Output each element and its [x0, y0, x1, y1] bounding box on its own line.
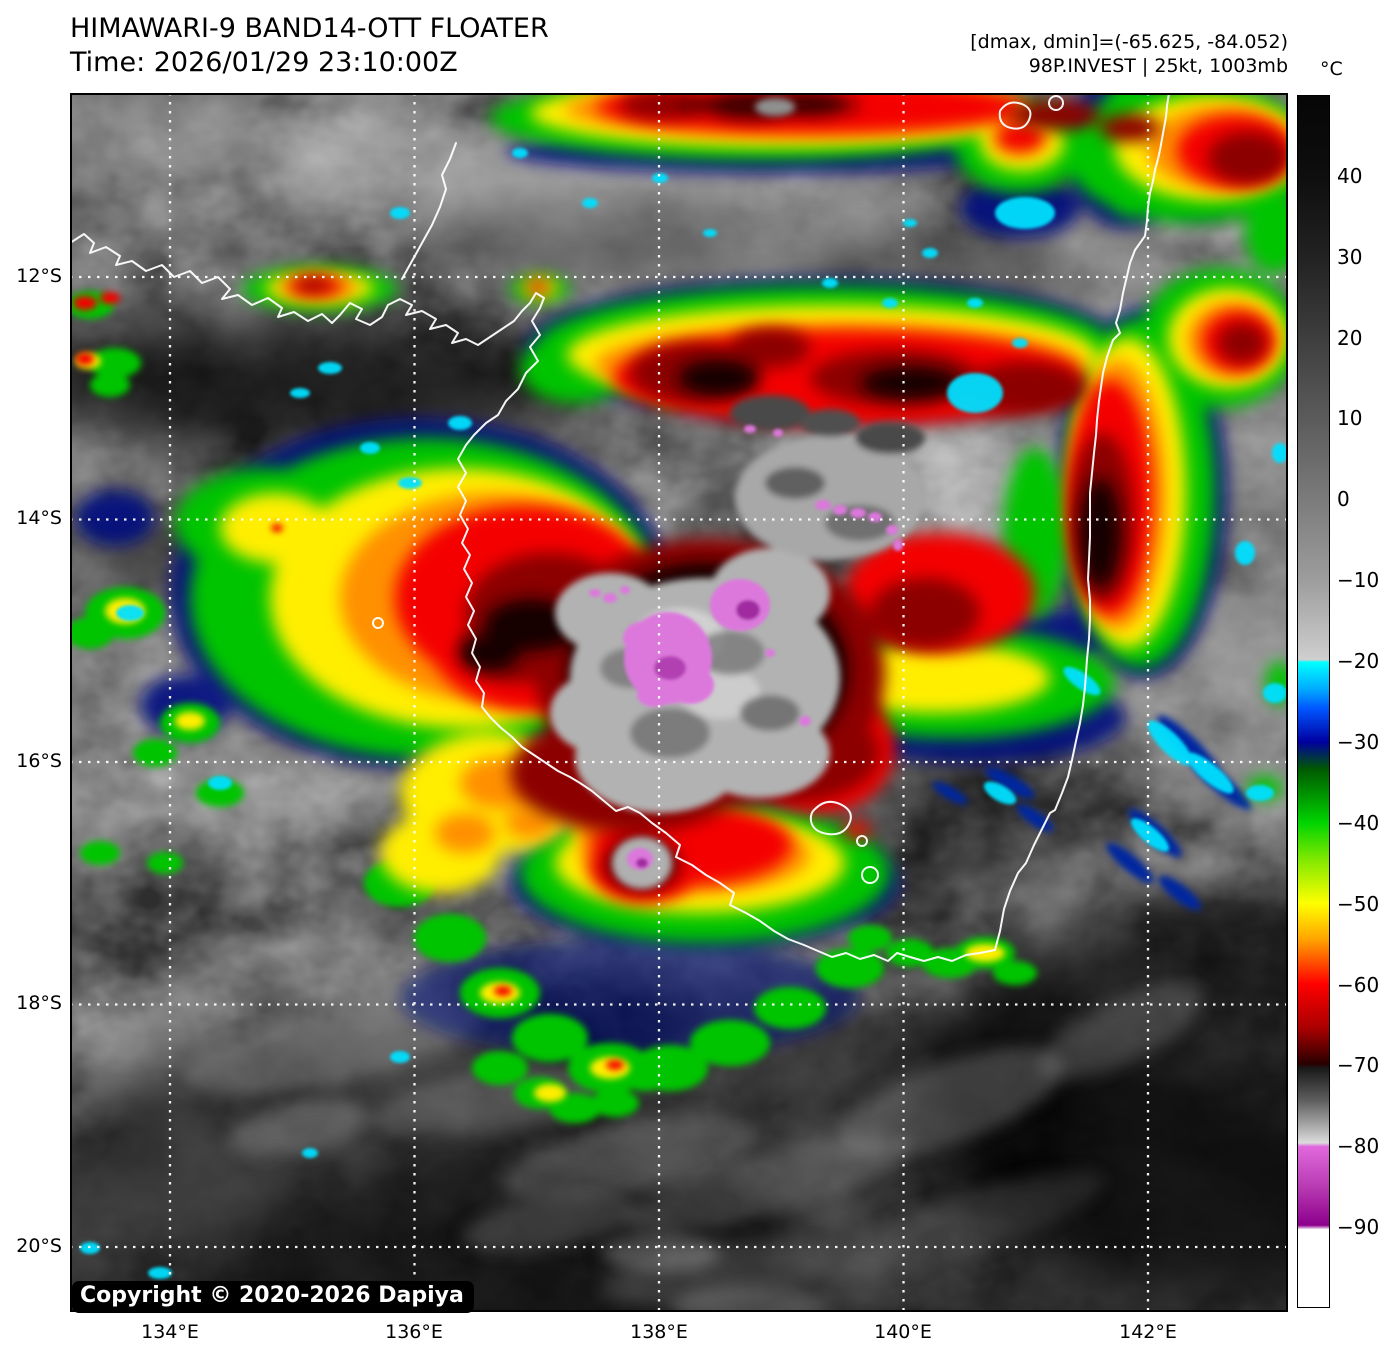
colorbar-tick: −90 — [1337, 1215, 1380, 1240]
timestamp: Time: 2026/01/29 23:10:00Z — [70, 47, 458, 78]
lon-label-142e: 142°E — [1119, 1321, 1177, 1343]
lon-label-134e: 134°E — [141, 1321, 199, 1343]
storm-id-intensity: 98P.INVEST | 25kt, 1003mb — [1028, 55, 1288, 77]
red-cell-cores — [73, 292, 624, 1070]
colorbar-tick: 10 — [1337, 406, 1363, 431]
colorbar-tick: −80 — [1337, 1134, 1380, 1159]
colorbar-tick: 0 — [1337, 487, 1350, 512]
colorbar-tick: −60 — [1337, 972, 1380, 997]
dmax-dmin-readout: [dmax, dmin]=(-65.625, -84.052) — [970, 31, 1288, 53]
colorbar-tick: −50 — [1337, 891, 1380, 916]
magenta-coldest-patches — [589, 425, 903, 870]
cyan-specks — [80, 148, 1288, 1279]
colorbar-tick: −70 — [1337, 1053, 1380, 1078]
lon-label-138e: 138°E — [630, 1321, 688, 1343]
satellite-map — [70, 93, 1288, 1312]
copyright-badge: Copyright © 2020-2026 Dapiya — [72, 1281, 474, 1313]
colorbar-tick-labels: 40 30 20 10 0 −10 −20 −30 −40 −50 −60 −7… — [1337, 95, 1388, 1308]
cirrus-streaks — [183, 986, 1203, 1312]
colorbar-tick: 40 — [1337, 163, 1363, 188]
lon-label-136e: 136°E — [385, 1321, 443, 1343]
overshoot-gray-cores — [550, 98, 925, 889]
lat-label-20s: 20°S — [16, 1235, 62, 1257]
temperature-colorbar — [1297, 95, 1330, 1308]
colorbar-tick: 30 — [1337, 244, 1363, 269]
colorbar-tick: −30 — [1337, 729, 1380, 754]
lat-label-12s: 12°S — [16, 265, 62, 287]
lon-label-140e: 140°E — [874, 1321, 932, 1343]
convection-overlay — [70, 93, 1288, 1279]
page-title: HIMAWARI-9 BAND14-OTT FLOATER — [70, 13, 549, 44]
header-right: [dmax, dmin]=(-65.625, -84.052) 98P.INVES… — [970, 30, 1288, 78]
lat-label-18s: 18°S — [16, 992, 62, 1014]
header-left: HIMAWARI-9 BAND14-OTT FLOATER Time: 2026/… — [70, 12, 549, 80]
lat-label-14s: 14°S — [16, 507, 62, 529]
colorbar-tick: −20 — [1337, 649, 1380, 674]
colorbar-tick: −10 — [1337, 568, 1380, 593]
colorbar-tick: 20 — [1337, 325, 1363, 350]
lat-label-16s: 16°S — [16, 750, 62, 772]
colorbar-tick: −40 — [1337, 810, 1380, 835]
map-frame — [70, 93, 1288, 1312]
satellite-art — [70, 93, 1288, 1312]
colorbar-unit-label: °C — [1320, 58, 1343, 80]
